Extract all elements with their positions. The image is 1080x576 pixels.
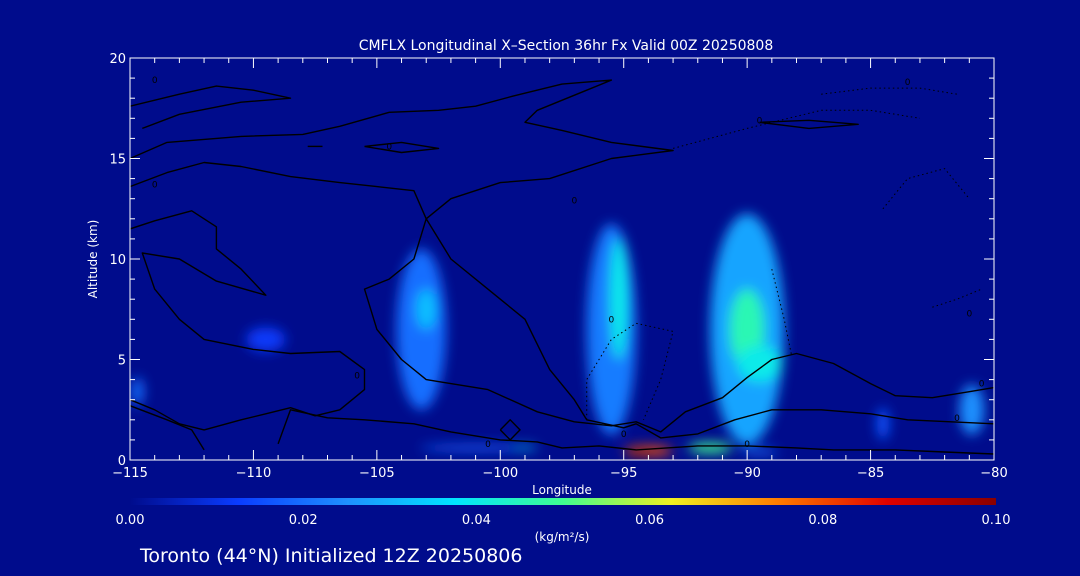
- plot-background: [130, 58, 994, 460]
- contour-line: [130, 210, 366, 431]
- contour-label: 0: [354, 372, 360, 382]
- contour-line: [499, 419, 521, 441]
- flux-cell: [512, 445, 538, 450]
- contour-line: [130, 405, 205, 451]
- y-axis: 0 5 10 15 20: [109, 52, 994, 469]
- flux-cell: [246, 327, 286, 352]
- flux-cell: [737, 345, 782, 382]
- flux-cell: [687, 442, 733, 453]
- contour-label: 0: [571, 197, 577, 207]
- y-tick-label: 0: [118, 454, 126, 469]
- contour-label: 0: [744, 440, 750, 450]
- colorbar-tick-label: 0.04: [462, 513, 491, 528]
- flux-cell: [416, 289, 437, 330]
- contour-label: 0: [966, 309, 972, 319]
- flux-cell: [396, 248, 446, 410]
- flux-cell: [610, 238, 628, 360]
- contour-line: [130, 79, 994, 433]
- colorbar-ticks: 0.00 0.02 0.04 0.06 0.08 0.10: [116, 513, 1011, 528]
- x-tick-label: −110: [236, 466, 272, 481]
- contour-line: [277, 409, 994, 455]
- contour-label: 0: [905, 78, 911, 88]
- contour-line: [130, 161, 994, 439]
- contour-lines: 0 0 0 0 0 0 0 0 0 0 0 0 0 0: [130, 76, 994, 455]
- colorbar: [130, 498, 996, 505]
- x-tick-label: −90: [733, 466, 760, 481]
- contour-label: 0: [386, 142, 392, 152]
- x-axis-label: Longitude: [532, 483, 592, 497]
- colorbar-tick-label: 0.00: [116, 513, 145, 528]
- contour-label: 0: [152, 76, 158, 86]
- x-tick-label: −105: [359, 466, 395, 481]
- x-tick-label: −115: [112, 466, 148, 481]
- contour-line-negative: [821, 87, 958, 95]
- contour-label: 0: [485, 440, 491, 450]
- y-tick-label: 15: [109, 153, 126, 168]
- y-tick-label: 5: [118, 354, 126, 369]
- x-tick-label: −85: [857, 466, 884, 481]
- flux-cell: [628, 450, 649, 457]
- flux-cell: [420, 444, 532, 451]
- flux-cell: [131, 377, 144, 406]
- y-axis-label: Altitude (km): [86, 220, 100, 299]
- colorbar-tick-label: 0.08: [808, 513, 837, 528]
- colorbar-units-label: (kg/m²/s): [535, 530, 590, 544]
- y-tick-label: 20: [109, 52, 126, 67]
- contour-label: 0: [954, 414, 960, 424]
- subtitle-location-init: Toronto (44°N) Initialized 12Z 20250806: [139, 545, 523, 567]
- contour-line: [759, 119, 859, 130]
- flux-cell: [740, 448, 778, 455]
- x-tick-label: −80: [980, 466, 1007, 481]
- contour-line: [130, 85, 292, 130]
- contour-label: 0: [979, 380, 985, 390]
- contour-label: 0: [621, 430, 627, 440]
- chart-title: CMFLX Longitudinal X–Section 36hr Fx Val…: [359, 38, 773, 54]
- contour-label: 0: [609, 315, 615, 325]
- colorbar-tick-label: 0.02: [289, 513, 318, 528]
- contour-line: [364, 141, 440, 154]
- x-tick-label: −95: [610, 466, 637, 481]
- x-axis: −115 −110 −105 −100 −95 −90 −85 −80: [112, 58, 1008, 481]
- x-tick-label: −100: [482, 466, 518, 481]
- contour-label: 0: [152, 181, 158, 191]
- colorbar-tick-label: 0.10: [982, 513, 1011, 528]
- colorbar-tick-label: 0.06: [635, 513, 664, 528]
- flux-cell: [876, 407, 890, 440]
- y-tick-label: 10: [109, 253, 126, 268]
- contour-label: 0: [757, 116, 763, 126]
- flux-field: [131, 213, 985, 457]
